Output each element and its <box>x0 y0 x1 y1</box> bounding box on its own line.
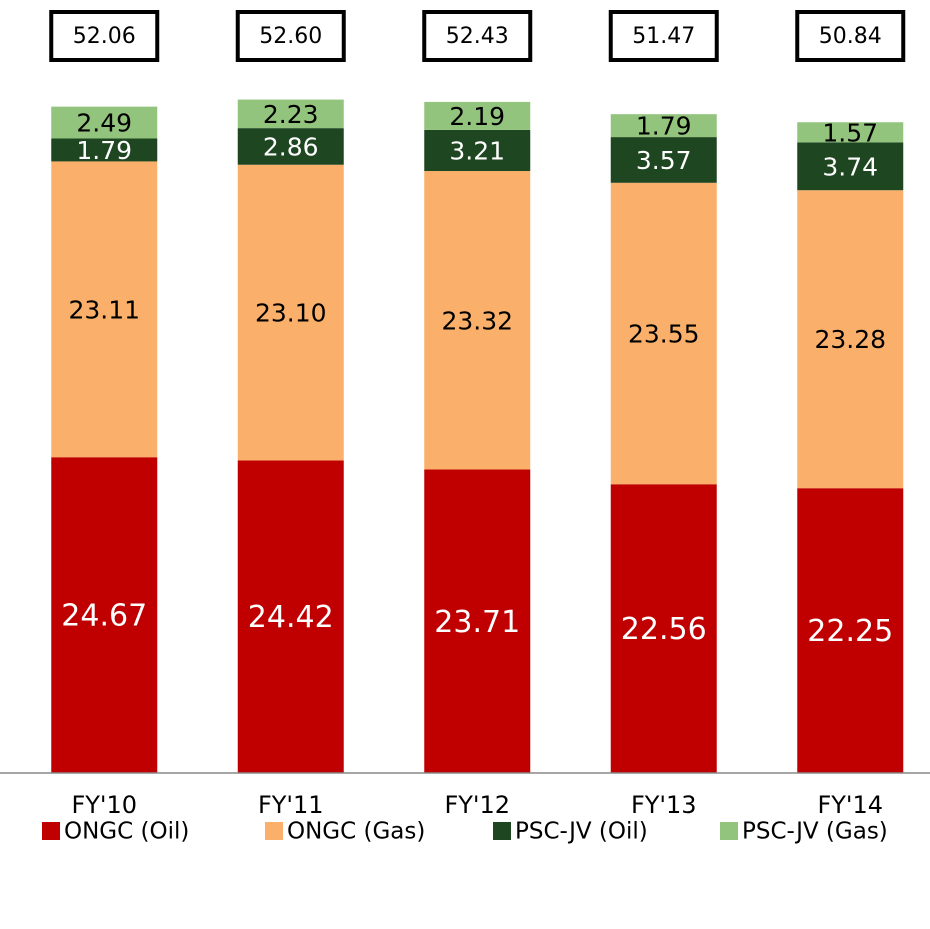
bar-segment <box>610 114 717 138</box>
legend-swatch <box>265 822 283 840</box>
bar-segment <box>424 469 531 773</box>
total-label: 52.43 <box>446 24 509 49</box>
bar-segment <box>424 101 531 130</box>
data-label: 3.21 <box>449 136 505 165</box>
data-label: 23.28 <box>814 325 886 354</box>
data-label: 22.56 <box>621 612 707 647</box>
data-label: 22.25 <box>807 614 893 649</box>
x-tick-label: FY'11 <box>258 791 324 819</box>
bar-segment <box>797 190 904 489</box>
bar-segment <box>237 99 344 129</box>
total-box <box>795 10 906 62</box>
data-label: 24.42 <box>248 600 334 635</box>
bar-segment <box>51 457 158 773</box>
total-label: 50.84 <box>819 24 882 49</box>
data-label: 2.86 <box>263 132 319 161</box>
data-label: 23.11 <box>68 295 140 324</box>
legend-label: ONGC (Oil) <box>64 819 189 845</box>
x-tick-label: FY'10 <box>71 791 137 819</box>
data-label: 2.19 <box>449 102 505 131</box>
bar-segment <box>51 161 158 458</box>
total-box <box>49 10 160 62</box>
bar-segment <box>610 484 717 773</box>
bar-segment <box>797 142 904 191</box>
data-label: 1.57 <box>822 118 878 147</box>
bar-segment <box>610 137 717 183</box>
data-label: 2.23 <box>263 100 319 129</box>
bar-segment <box>237 460 344 773</box>
bar-segment <box>610 182 717 485</box>
legend-label: PSC-JV (Gas) <box>742 819 888 845</box>
x-tick-label: FY'13 <box>631 791 697 819</box>
legend-swatch <box>493 822 511 840</box>
bar-segment <box>237 128 344 165</box>
total-box <box>235 10 346 62</box>
data-label: 2.49 <box>76 109 132 138</box>
bar-segment <box>424 171 531 470</box>
data-label: 23.55 <box>628 320 700 349</box>
legend-label: PSC-JV (Oil) <box>515 819 648 845</box>
data-label: 23.32 <box>441 306 513 335</box>
data-label: 23.10 <box>255 299 327 328</box>
bar-segment <box>51 106 158 139</box>
data-label: 1.79 <box>636 112 692 141</box>
total-label: 52.06 <box>73 24 136 49</box>
bar-segment <box>51 138 158 162</box>
data-label: 3.74 <box>822 152 878 181</box>
bar-segment <box>797 122 904 143</box>
legend-label: ONGC (Gas) <box>287 819 425 845</box>
bar-segment <box>797 488 904 773</box>
data-label: 1.79 <box>76 136 132 165</box>
data-label: 23.71 <box>434 605 520 640</box>
legend-swatch <box>42 822 60 840</box>
legend-swatch <box>720 822 738 840</box>
bar-segment <box>424 129 531 172</box>
total-label: 51.47 <box>632 24 695 49</box>
data-label: 24.67 <box>61 599 147 634</box>
total-box <box>422 10 533 62</box>
total-box <box>608 10 719 62</box>
bar-segment <box>237 164 344 461</box>
x-tick-label: FY'12 <box>444 791 510 819</box>
x-tick-label: FY'14 <box>817 791 883 819</box>
data-label: 3.57 <box>636 146 692 175</box>
total-label: 52.60 <box>259 24 322 49</box>
